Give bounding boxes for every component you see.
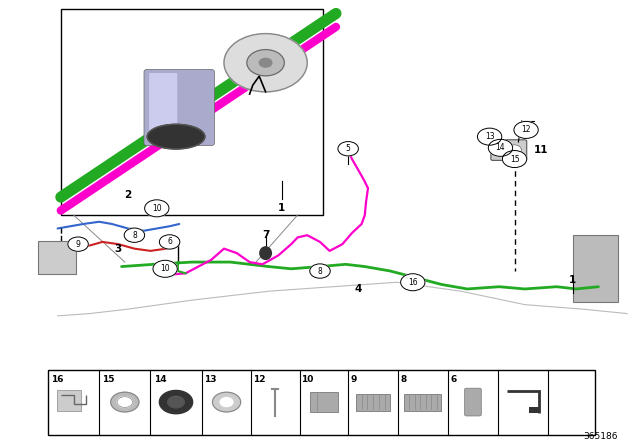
Text: 7: 7: [262, 230, 269, 240]
Text: 9: 9: [76, 240, 81, 249]
Text: 12: 12: [253, 375, 266, 384]
Circle shape: [124, 228, 145, 242]
Text: 16: 16: [51, 375, 64, 384]
Text: 16: 16: [408, 278, 418, 287]
Circle shape: [117, 397, 132, 408]
FancyBboxPatch shape: [144, 69, 214, 146]
Text: 6: 6: [167, 237, 172, 246]
Bar: [48, 370, 595, 435]
Text: 10: 10: [160, 264, 170, 273]
Text: 3: 3: [115, 244, 122, 254]
Text: 10: 10: [152, 204, 162, 213]
FancyBboxPatch shape: [61, 9, 323, 215]
Text: 6: 6: [451, 375, 457, 384]
Text: 14: 14: [495, 143, 506, 152]
Circle shape: [310, 264, 330, 278]
FancyBboxPatch shape: [149, 73, 177, 142]
Circle shape: [212, 392, 241, 412]
Text: 8: 8: [401, 375, 407, 384]
Text: 13: 13: [204, 375, 217, 384]
Circle shape: [159, 235, 180, 249]
Text: 12: 12: [522, 125, 531, 134]
Ellipse shape: [260, 247, 271, 259]
Text: 2: 2: [124, 190, 132, 200]
Circle shape: [506, 145, 522, 155]
FancyBboxPatch shape: [38, 241, 76, 274]
Text: 5: 5: [346, 144, 351, 153]
Circle shape: [247, 50, 284, 76]
Circle shape: [224, 34, 307, 92]
Circle shape: [220, 398, 233, 407]
Text: 9: 9: [351, 375, 357, 384]
Text: 11: 11: [534, 145, 548, 155]
FancyBboxPatch shape: [491, 140, 527, 160]
Text: 13: 13: [484, 132, 495, 141]
Circle shape: [477, 128, 502, 145]
Circle shape: [111, 392, 139, 412]
Text: 14: 14: [154, 375, 166, 384]
Circle shape: [502, 151, 527, 168]
Circle shape: [159, 390, 193, 414]
FancyBboxPatch shape: [57, 390, 81, 411]
FancyBboxPatch shape: [310, 392, 338, 412]
Circle shape: [488, 139, 513, 156]
Text: 10: 10: [301, 375, 314, 384]
Text: 365186: 365186: [583, 432, 618, 441]
FancyBboxPatch shape: [573, 235, 618, 302]
FancyBboxPatch shape: [356, 394, 390, 410]
Text: 4: 4: [355, 284, 362, 294]
Circle shape: [338, 142, 358, 156]
Text: 8: 8: [132, 231, 137, 240]
Text: 1: 1: [569, 275, 577, 285]
Circle shape: [514, 121, 538, 138]
Text: 1: 1: [278, 203, 285, 213]
Ellipse shape: [147, 124, 205, 149]
FancyBboxPatch shape: [529, 407, 539, 413]
Circle shape: [153, 260, 177, 277]
Circle shape: [145, 200, 169, 217]
FancyBboxPatch shape: [465, 388, 481, 416]
FancyBboxPatch shape: [404, 394, 441, 410]
Circle shape: [168, 396, 184, 408]
Text: 15: 15: [509, 155, 520, 164]
Circle shape: [259, 58, 272, 67]
Circle shape: [68, 237, 88, 251]
Circle shape: [401, 274, 425, 291]
Text: 8: 8: [317, 267, 323, 276]
Text: 15: 15: [102, 375, 115, 384]
